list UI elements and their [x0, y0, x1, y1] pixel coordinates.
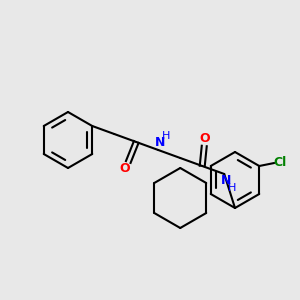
- Text: Cl: Cl: [274, 155, 287, 169]
- Text: H: H: [228, 183, 236, 193]
- Text: N: N: [155, 136, 165, 148]
- Text: O: O: [199, 133, 210, 146]
- Text: H: H: [162, 131, 170, 141]
- Text: O: O: [119, 161, 130, 175]
- Text: N: N: [221, 173, 231, 187]
